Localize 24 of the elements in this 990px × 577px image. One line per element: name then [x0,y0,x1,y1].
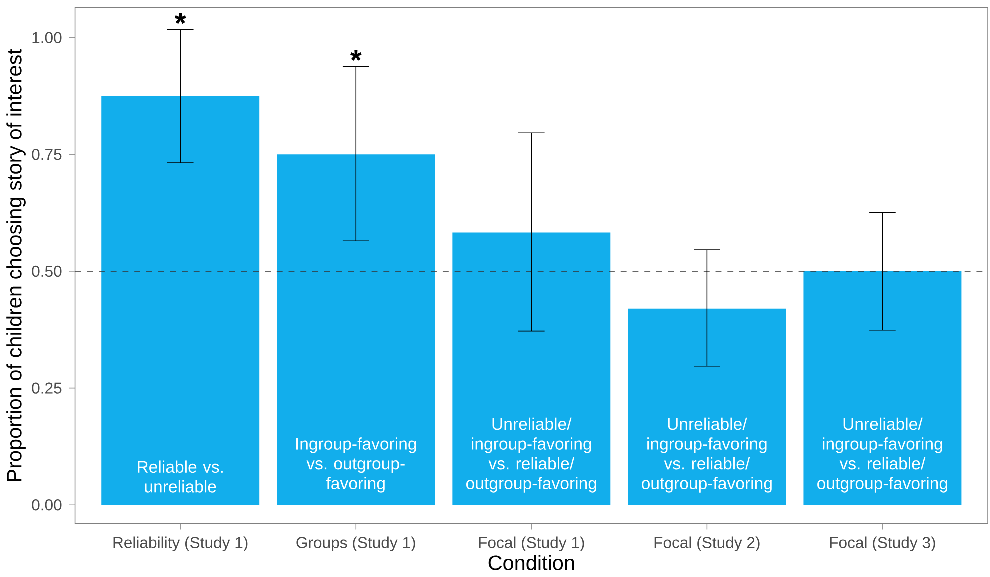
x-tick-label: Groups (Study 1) [296,536,416,552]
y-axis-title: Proportion of children choosing story of interest [6,49,26,482]
y-tick-label: 0.00 [32,500,62,511]
annotation: * [174,13,186,24]
annotation: Unreliable/ ingroup-favoring vs. reliable/ outgroup-favoring [818,418,948,493]
x-tick-label: Focal (Study 1) [479,536,584,552]
annotation: Unreliable/ ingroup-favoring vs. reliable/ outgroup-favoring [642,418,772,493]
x-axis-title: Condition [488,555,574,570]
y-tick-label: 0.75 [32,149,62,160]
annotation: * [350,50,362,62]
annotation: Unreliable/ ingroup-favoring vs. reliable/ outgroup-favoring [466,418,596,493]
bar [804,271,962,506]
bar [277,154,436,506]
bar [102,96,260,506]
x-tick-label: Reliability (Study 1) [114,536,248,552]
x-tick-label: Focal (Study 2) [654,536,760,552]
annotation: Reliable vs. unreliable [138,460,223,493]
y-tick-label: 0.25 [32,382,62,394]
bar [628,308,786,506]
annotation: Ingroup-favoring vs. outgroup-favoring [296,438,416,493]
bar [452,232,611,506]
x-tick-label: Focal (Study 3) [830,536,936,552]
y-tick-label: 0.50 [32,266,62,278]
y-tick-label: 1.00 [32,32,62,44]
